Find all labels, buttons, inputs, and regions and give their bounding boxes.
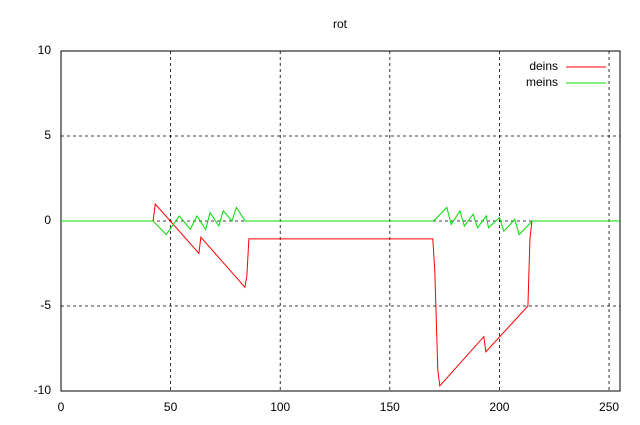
y-tick-label: -10	[34, 383, 52, 397]
y-tick-label: 0	[44, 213, 51, 227]
x-tick-label: 200	[489, 400, 509, 414]
legend-label: deins	[529, 59, 558, 73]
x-tick-label: 0	[58, 400, 65, 414]
x-tick-label: 250	[599, 400, 619, 414]
x-tick-label: 150	[380, 400, 400, 414]
y-tick-label: -5	[40, 298, 51, 312]
data-line	[152, 202, 533, 388]
chart-title: rot	[333, 17, 348, 31]
x-tick-label: 100	[270, 400, 290, 414]
y-tick-label: 10	[38, 43, 52, 57]
y-tick-label: 5	[44, 128, 51, 142]
data-line	[61, 206, 620, 236]
x-tick-label: 50	[164, 400, 178, 414]
legend-label: meins	[526, 75, 558, 89]
